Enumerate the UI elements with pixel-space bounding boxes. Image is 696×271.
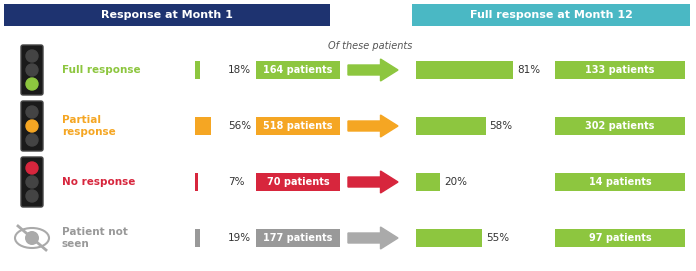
Text: 19%: 19% (228, 233, 251, 243)
Text: Of these patients: Of these patients (328, 41, 412, 51)
FancyBboxPatch shape (555, 173, 685, 191)
FancyBboxPatch shape (555, 229, 685, 247)
FancyBboxPatch shape (195, 229, 200, 247)
Circle shape (26, 78, 38, 90)
Circle shape (26, 134, 38, 146)
FancyBboxPatch shape (416, 173, 440, 191)
FancyBboxPatch shape (416, 229, 482, 247)
Text: 302 patients: 302 patients (585, 121, 655, 131)
Text: 177 patients: 177 patients (263, 233, 333, 243)
Text: 97 patients: 97 patients (589, 233, 651, 243)
FancyBboxPatch shape (416, 117, 486, 135)
Polygon shape (348, 227, 398, 249)
Circle shape (26, 120, 38, 132)
Text: Full response at Month 12: Full response at Month 12 (470, 10, 633, 20)
Polygon shape (348, 115, 398, 137)
FancyBboxPatch shape (195, 61, 200, 79)
FancyBboxPatch shape (256, 173, 340, 191)
FancyBboxPatch shape (195, 173, 198, 191)
Text: Response at Month 1: Response at Month 1 (101, 10, 233, 20)
Text: Partial
response: Partial response (62, 115, 116, 137)
Text: 7%: 7% (228, 177, 244, 187)
Polygon shape (348, 171, 398, 193)
Text: 56%: 56% (228, 121, 251, 131)
Text: 18%: 18% (228, 65, 251, 75)
FancyBboxPatch shape (21, 45, 43, 95)
FancyBboxPatch shape (416, 61, 513, 79)
Circle shape (26, 162, 38, 174)
Text: 133 patients: 133 patients (585, 65, 655, 75)
FancyBboxPatch shape (555, 61, 685, 79)
Circle shape (26, 190, 38, 202)
FancyBboxPatch shape (21, 101, 43, 151)
Text: 55%: 55% (486, 233, 509, 243)
FancyBboxPatch shape (256, 61, 340, 79)
FancyBboxPatch shape (4, 4, 330, 26)
Circle shape (25, 231, 39, 245)
Text: Patient not
seen: Patient not seen (62, 227, 128, 249)
FancyBboxPatch shape (256, 117, 340, 135)
FancyBboxPatch shape (412, 4, 690, 26)
Circle shape (26, 106, 38, 118)
FancyBboxPatch shape (195, 117, 211, 135)
Text: 81%: 81% (517, 65, 540, 75)
Circle shape (26, 176, 38, 188)
FancyBboxPatch shape (256, 229, 340, 247)
Text: 58%: 58% (489, 121, 513, 131)
FancyBboxPatch shape (555, 117, 685, 135)
Text: 20%: 20% (444, 177, 467, 187)
Text: 14 patients: 14 patients (589, 177, 651, 187)
Circle shape (26, 64, 38, 76)
Text: 164 patients: 164 patients (263, 65, 333, 75)
Polygon shape (348, 59, 398, 81)
FancyBboxPatch shape (21, 157, 43, 207)
Text: No response: No response (62, 177, 136, 187)
Text: Full response: Full response (62, 65, 141, 75)
Circle shape (26, 50, 38, 62)
Text: 70 patients: 70 patients (267, 177, 329, 187)
Text: 518 patients: 518 patients (263, 121, 333, 131)
